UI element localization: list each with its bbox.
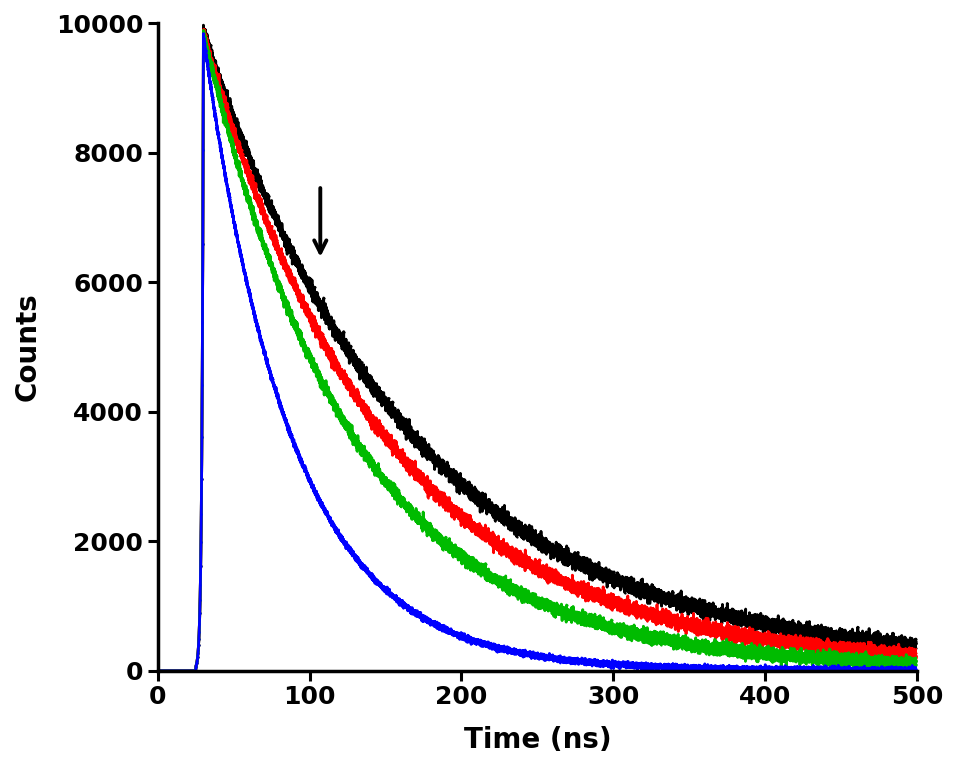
Y-axis label: Counts: Counts — [14, 293, 42, 402]
X-axis label: Time (ns): Time (ns) — [463, 726, 612, 754]
